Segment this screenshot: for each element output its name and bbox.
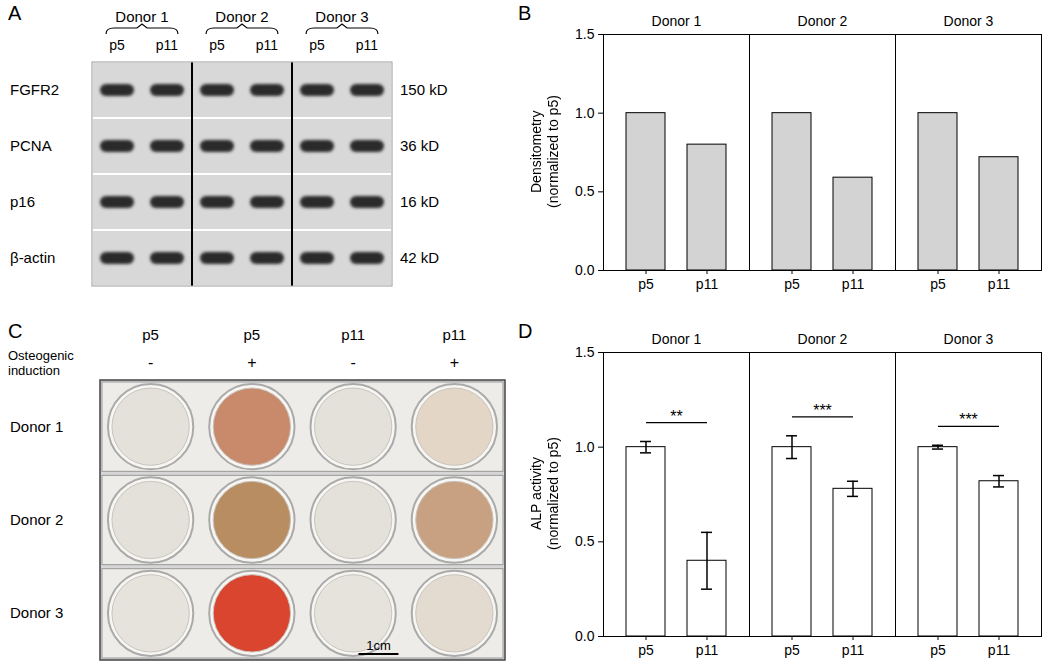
svg-text:p11: p11 (341, 326, 365, 343)
svg-text:***: *** (959, 411, 978, 428)
html-text:ALP activity (normalized to p5: ALP activity (normalized to p5) (528, 437, 561, 551)
svg-text:p5: p5 (309, 37, 325, 53)
svg-text:***: *** (813, 402, 832, 419)
svg-text:p11: p11 (842, 642, 865, 658)
html-text:D: D (518, 320, 533, 342)
svg-text:0.5: 0.5 (575, 533, 595, 549)
svg-text:p5: p5 (142, 326, 159, 343)
svg-text:FGFR2: FGFR2 (10, 81, 59, 98)
svg-text:β-actin: β-actin (10, 249, 55, 266)
svg-text:p11: p11 (356, 37, 379, 53)
svg-text:Donor 2: Donor 2 (798, 331, 848, 347)
svg-text:0.5: 0.5 (575, 183, 595, 199)
svg-text:p11: p11 (442, 326, 466, 343)
svg-text:p5: p5 (244, 326, 261, 343)
svg-text:1.0: 1.0 (575, 105, 595, 121)
svg-text:Donor 1: Donor 1 (652, 331, 702, 347)
svg-text:36 kD: 36 kD (400, 137, 439, 154)
svg-text:150 kD: 150 kD (400, 81, 448, 98)
svg-text:Donor 3: Donor 3 (944, 13, 994, 29)
svg-text:p5: p5 (930, 276, 946, 292)
svg-text:Donor 1: Donor 1 (10, 418, 63, 435)
svg-text:Donor 2: Donor 2 (215, 8, 268, 25)
svg-text:p11: p11 (988, 642, 1011, 658)
svg-text:p11: p11 (842, 276, 865, 292)
svg-text:**: ** (670, 408, 682, 425)
svg-text:p16: p16 (10, 193, 35, 210)
html-text:C: C (8, 320, 23, 342)
svg-text:-: - (350, 354, 355, 371)
svg-text:Donor 1: Donor 1 (115, 8, 168, 25)
svg-text:+: + (247, 354, 256, 371)
svg-text:p11: p11 (256, 37, 279, 53)
svg-text:Osteogenicinduction: Osteogenicinduction (8, 348, 74, 378)
html-text:Densitometry (normalized to p5: Densitometry (normalized to p5) (528, 95, 561, 209)
svg-text:Donor 2: Donor 2 (10, 511, 63, 528)
svg-text:42 kD: 42 kD (400, 249, 439, 266)
svg-text:PCNA: PCNA (10, 137, 52, 154)
svg-text:p11: p11 (988, 276, 1011, 292)
svg-text:1.5: 1.5 (575, 344, 595, 360)
html-text:B: B (518, 2, 532, 24)
html-text:A: A (8, 2, 22, 24)
svg-text:p5: p5 (930, 642, 946, 658)
svg-text:1.0: 1.0 (575, 439, 595, 455)
svg-text:Donor 1: Donor 1 (652, 13, 702, 29)
svg-text:p5: p5 (109, 37, 125, 53)
svg-text:Donor 3: Donor 3 (10, 604, 63, 621)
svg-text:-: - (148, 354, 153, 371)
svg-text:p5: p5 (784, 642, 800, 658)
svg-text:p5: p5 (209, 37, 225, 53)
svg-text:Donor 3: Donor 3 (944, 331, 994, 347)
svg-text:0.0: 0.0 (575, 262, 595, 278)
svg-text:1.5: 1.5 (575, 26, 595, 42)
svg-text:p5: p5 (638, 276, 654, 292)
svg-text:p5: p5 (638, 642, 654, 658)
svg-text:p11: p11 (696, 276, 719, 292)
svg-text:0.0: 0.0 (575, 628, 595, 644)
svg-text:p5: p5 (784, 276, 800, 292)
svg-text:1cm: 1cm (366, 638, 391, 653)
svg-text:16 kD: 16 kD (400, 193, 439, 210)
svg-text:Donor 3: Donor 3 (315, 8, 368, 25)
svg-text:p11: p11 (696, 642, 719, 658)
svg-text:p11: p11 (156, 37, 179, 53)
svg-text:Donor 2: Donor 2 (798, 13, 848, 29)
svg-text:+: + (450, 354, 459, 371)
